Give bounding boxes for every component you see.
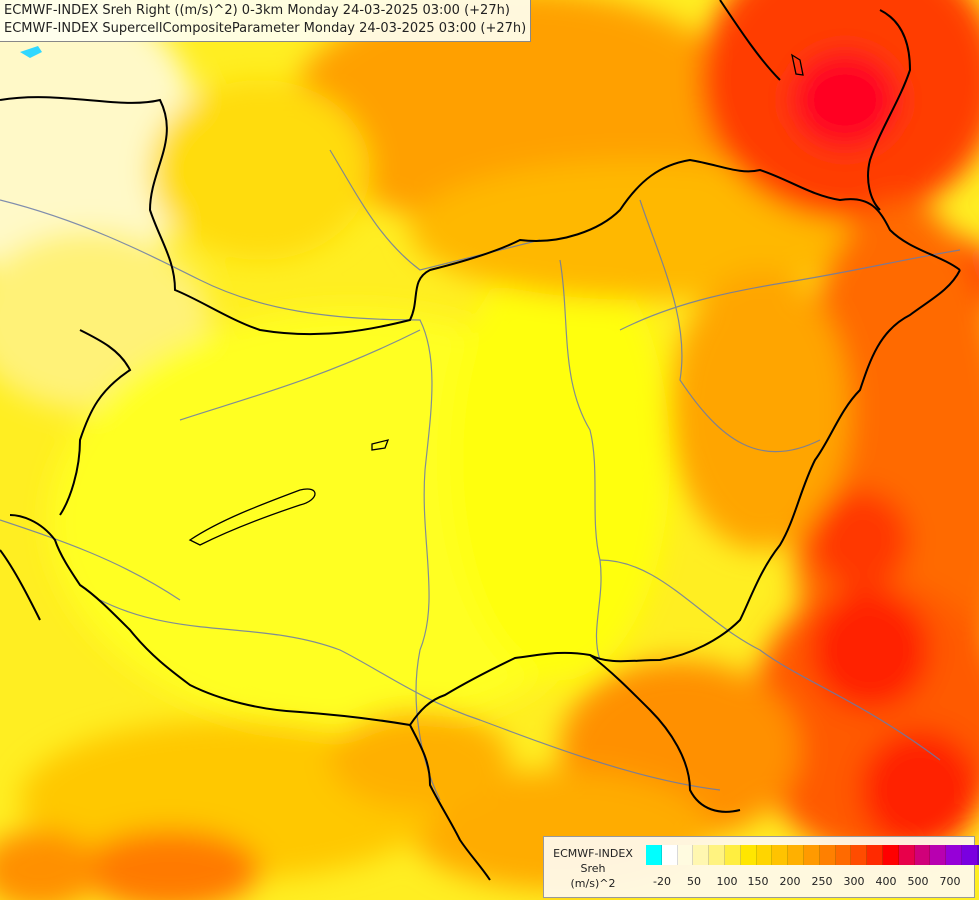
- legend-swatch: [946, 845, 962, 865]
- lakes: [188, 53, 804, 546]
- legend-tick-label: 400: [875, 875, 897, 888]
- legend-tick-label: 250: [811, 875, 833, 888]
- legend-tick-label: 50: [687, 875, 701, 888]
- legend-swatch: [835, 845, 852, 865]
- legend-unit: (m/s)^2: [570, 877, 616, 890]
- legend-parameter: Sreh: [580, 862, 606, 875]
- legend-swatch: [709, 845, 725, 865]
- legend-swatch: [882, 845, 899, 865]
- low-value-spot: [20, 46, 42, 58]
- legend-swatch: [693, 845, 710, 865]
- legend-swatch: [740, 845, 757, 865]
- title-line-1: ECMWF-INDEX Sreh Right ((m/s)^2) 0-3km M…: [4, 3, 510, 18]
- legend-swatch: [677, 845, 694, 865]
- country-borders: [0, 0, 961, 881]
- legend-swatch: [867, 845, 883, 865]
- legend-swatch: [930, 845, 947, 865]
- title-line-2: ECMWF-INDEX SupercellCompositeParameter …: [4, 21, 527, 36]
- legend-tick-label: 200: [779, 875, 801, 888]
- legend-swatch: [819, 845, 836, 865]
- legend-swatch: [914, 845, 931, 865]
- legend-swatch: [961, 845, 978, 865]
- legend-tick-label: 100: [716, 875, 738, 888]
- legend-tick-label: 500: [907, 875, 929, 888]
- legend-swatch: [803, 845, 820, 865]
- legend-swatch: [898, 845, 915, 865]
- legend-tick-label: 700: [939, 875, 961, 888]
- rivers: [0, 149, 961, 801]
- legend-color-bar: [646, 845, 979, 865]
- color-legend: ECMWF-INDEX Sreh (m/s)^2 -20 50 100 150 200 2…: [543, 836, 979, 898]
- legend-tick-label: 300: [843, 875, 865, 888]
- legend-swatch: [724, 845, 741, 865]
- legend-swatch: [756, 845, 773, 865]
- map-title-box: ECMWF-INDEX Sreh Right ((m/s)^2) 0-3km M…: [0, 0, 532, 42]
- legend-swatch: [646, 845, 662, 865]
- legend-swatch: [772, 845, 789, 865]
- legend-tick-label: 150: [747, 875, 769, 888]
- legend-tick-label: -20: [653, 875, 671, 888]
- legend-source: ECMWF-INDEX: [553, 847, 633, 860]
- legend-swatch: [851, 845, 868, 865]
- legend-swatch: [788, 845, 804, 865]
- legend-swatch: [661, 845, 678, 865]
- legend-swatch: [977, 845, 979, 865]
